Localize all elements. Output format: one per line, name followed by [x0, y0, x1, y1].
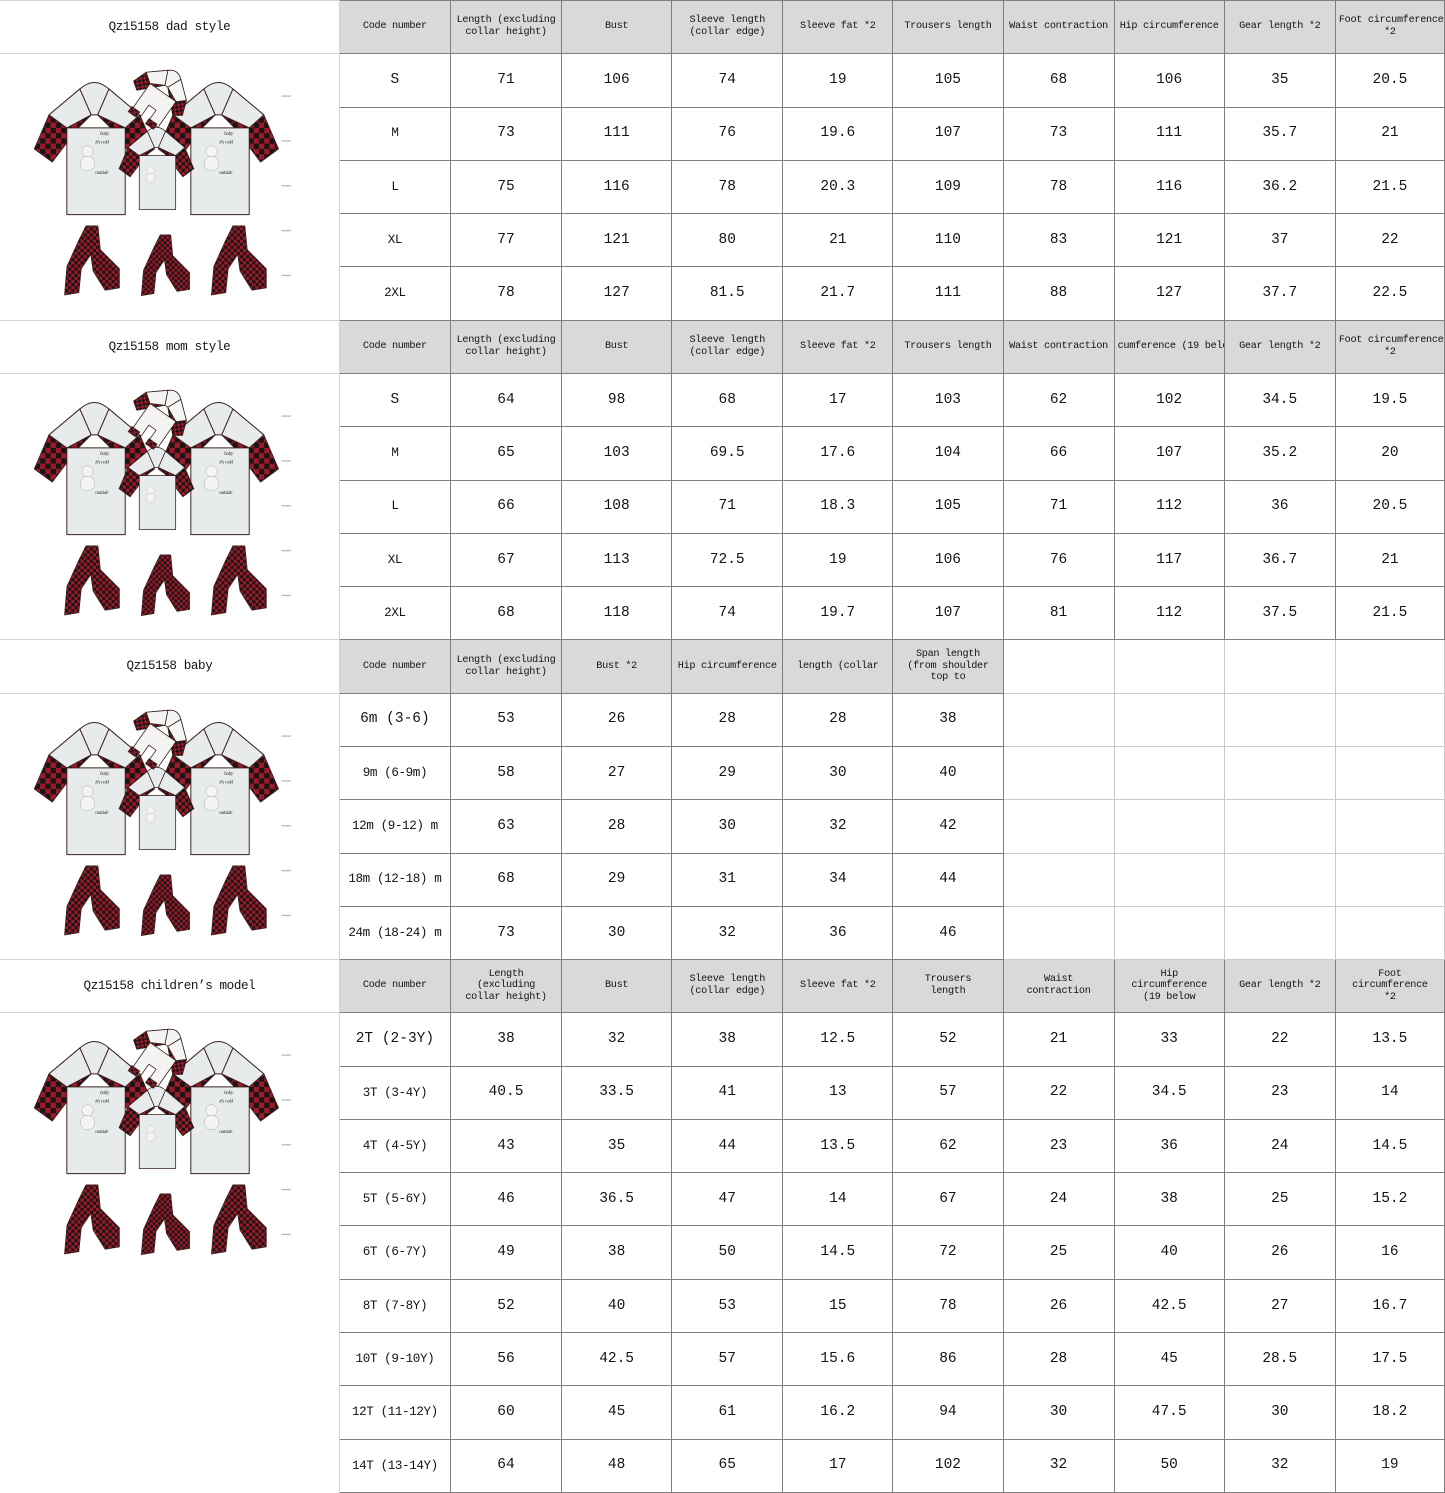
svg-text:baby: baby: [101, 1091, 111, 1097]
svg-text:outside: outside: [220, 1129, 234, 1135]
svg-text:baby: baby: [101, 771, 111, 777]
svg-text:outside: outside: [220, 810, 234, 816]
svg-text:outside: outside: [220, 490, 234, 496]
svg-text:baby: baby: [101, 131, 111, 137]
svg-text:baby: baby: [225, 131, 235, 137]
svg-text:it's cold: it's cold: [220, 140, 234, 146]
svg-text:baby: baby: [225, 451, 235, 457]
svg-text:outside: outside: [96, 170, 110, 176]
svg-text:outside: outside: [96, 1129, 110, 1135]
svg-text:outside: outside: [220, 170, 234, 176]
svg-text:it's cold: it's cold: [96, 140, 110, 146]
svg-text:it's cold: it's cold: [220, 1099, 234, 1105]
svg-text:outside: outside: [96, 490, 110, 496]
svg-text:outside: outside: [96, 810, 110, 816]
svg-text:it's cold: it's cold: [96, 779, 110, 785]
svg-text:baby: baby: [225, 1091, 235, 1097]
svg-text:baby: baby: [225, 771, 235, 777]
svg-text:it's cold: it's cold: [220, 779, 234, 785]
svg-text:it's cold: it's cold: [220, 459, 234, 465]
svg-text:baby: baby: [101, 451, 111, 457]
svg-text:it's cold: it's cold: [96, 459, 110, 465]
svg-text:it's cold: it's cold: [96, 1099, 110, 1105]
